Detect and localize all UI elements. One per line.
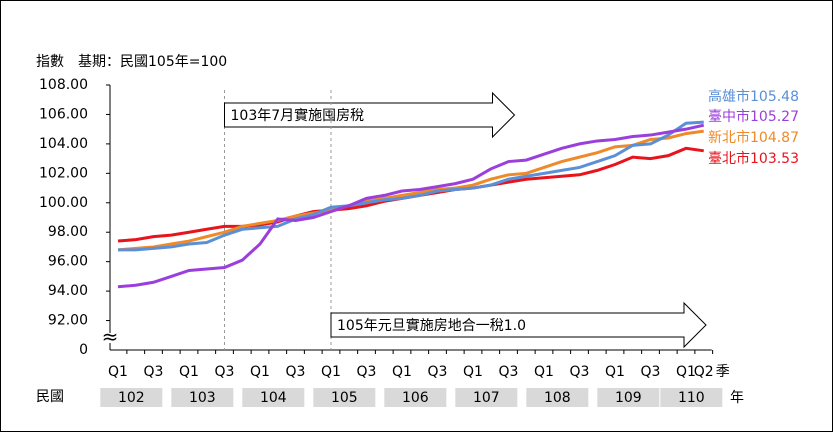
series-end-label: 新北市104.87 [708,129,799,146]
year-box [455,388,518,407]
year-box [526,388,589,407]
x-unit: 季 [716,364,730,380]
year-label: 106 [402,390,429,406]
series-value: 104.87 [750,130,799,146]
year-label: 107 [473,390,500,406]
x-tick-label: Q1 [676,364,696,380]
series-line [118,120,704,252]
x-tick-label: Q1 [321,364,341,380]
x-tick-label: Q2 [694,364,714,380]
event-label: 105年元旦實施房地合一稅1.0 [337,317,526,334]
series-line [117,123,705,289]
y-tick-label: 96.00 [48,254,88,270]
x-tick-label: Q3 [215,364,235,380]
x-tick-label: Q1 [250,364,270,380]
year-box [100,388,163,407]
year-box [597,388,660,407]
series-name: 新北市 [708,129,750,146]
x-tick-label: Q1 [534,364,554,380]
x-tick-label: Q3 [641,364,661,380]
year-box [384,388,447,407]
series-value: 105.27 [750,109,799,125]
x-tick-label: Q1 [392,364,412,380]
year-box [171,388,234,407]
event-arrow [224,91,516,139]
y-tick-label: 106.00 [39,106,88,122]
year-box [313,388,376,407]
year-label: 110 [678,390,705,406]
year-label: 108 [544,390,571,406]
y-tick-label: 104.00 [39,136,88,152]
year-box [242,388,305,407]
x-tick-label: Q3 [428,364,448,380]
year-box [660,388,723,407]
series-value: 105.48 [750,89,799,105]
series-name: 臺北市 [708,150,750,167]
y-tick-label: 98.00 [48,224,88,240]
x-tick-label: Q3 [286,364,306,380]
axis-break: ≈ [102,325,119,349]
y-tick-label: 94.00 [48,283,88,299]
x-tick-label: Q3 [570,364,590,380]
x-tick-label: Q1 [463,364,483,380]
series-end-label: 高雄市105.48 [708,88,799,105]
y-tick-label: 92.00 [48,313,88,329]
series-name: 臺中市 [708,108,750,125]
x-tick-label: Q3 [357,364,377,380]
year-prefix: 民國 [36,389,64,405]
event-arrow [330,301,707,349]
y-tick-label: 100.00 [39,195,88,211]
y-title: 指數 基期：民國105年=100 [36,53,227,70]
series-line [117,129,704,252]
axis-break-bg [100,333,120,343]
series-value: 103.53 [750,151,799,167]
x-tick-label: Q1 [108,364,128,380]
series-end-label: 臺中市105.27 [708,108,799,125]
year-unit: 年 [730,390,744,406]
year-label: 109 [615,390,642,406]
year-label: 104 [260,390,287,406]
x-tick-label: Q1 [179,364,199,380]
y-origin-label: 0 [79,342,88,358]
year-label: 103 [189,390,216,406]
y-tick-label: 102.00 [39,165,88,181]
x-tick-label: Q3 [144,364,164,380]
year-label: 105 [331,390,358,406]
series-end-label: 臺北市103.53 [708,150,799,167]
y-tick-label: 108.00 [39,77,88,93]
series-name: 高雄市 [708,88,750,105]
year-label: 102 [118,390,145,406]
event-label: 103年7月實施囤房稅 [231,107,365,124]
x-tick-label: Q3 [499,364,519,380]
x-tick-label: Q1 [605,364,625,380]
